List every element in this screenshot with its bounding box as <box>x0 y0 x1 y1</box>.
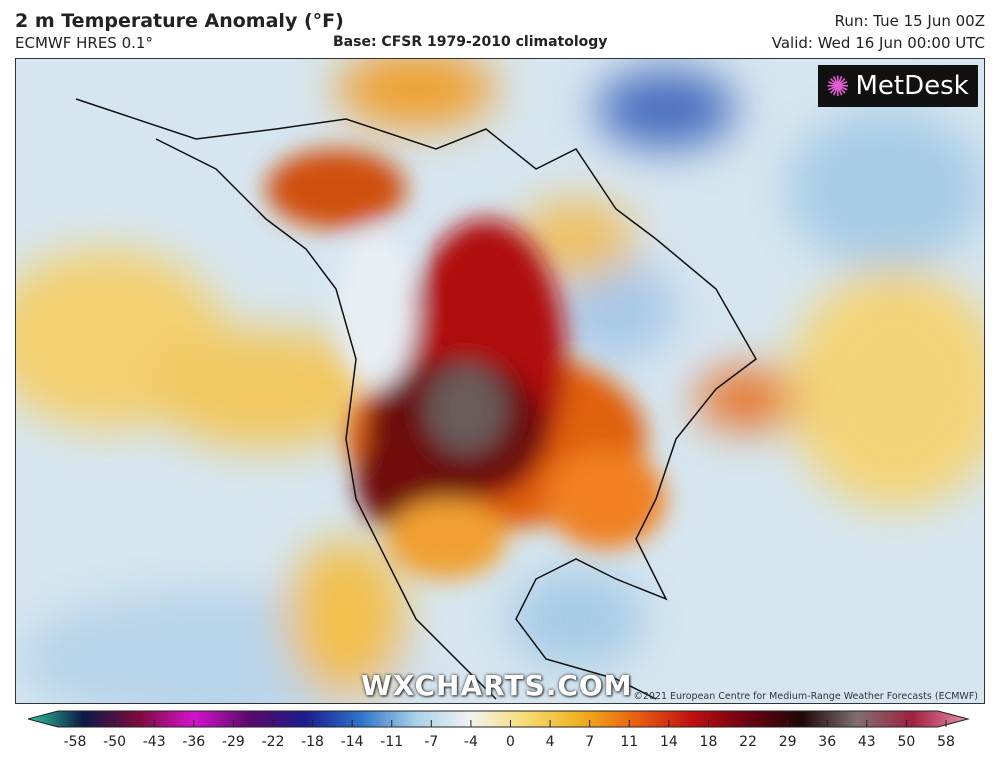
colorbar-tick-label: 22 <box>739 734 757 750</box>
colorbar-tick-label: -7 <box>424 734 439 750</box>
colorbar-tick-label: -36 <box>182 734 206 750</box>
colorbar-tick-label: 14 <box>659 734 678 750</box>
colorbar-tick-label: 0 <box>506 734 515 750</box>
copyright: ©2021 European Centre for Medium-Range W… <box>633 691 978 702</box>
colorbar-tick-label: -43 <box>142 734 166 750</box>
colorbar-tick-label: 11 <box>620 734 639 750</box>
colorbar-tick-label: 43 <box>857 734 876 750</box>
colorbar-tick-label: -50 <box>103 734 127 750</box>
model-label: ECMWF HRES 0.1° <box>15 34 153 52</box>
colorbar-tick-label: 4 <box>545 734 555 750</box>
watermark: WXCHARTS.COM <box>361 669 633 702</box>
base-label: Base: CFSR 1979-2010 climatology <box>333 34 608 50</box>
map-field <box>16 59 984 703</box>
colorbar-tick-label: 50 <box>897 734 916 750</box>
logo-burst-icon: ✺ <box>826 69 850 103</box>
colorbar-tick-label: 58 <box>937 734 955 750</box>
colorbar <box>28 710 970 728</box>
run-label: Run: Tue 15 Jun 00Z <box>834 12 985 30</box>
colorbar-tick-label: -29 <box>221 734 245 750</box>
colorbar-tick-label: 7 <box>585 734 595 750</box>
chart-title: 2 m Temperature Anomaly (°F) <box>15 10 344 32</box>
coastline <box>75 98 757 700</box>
metdesk-logo: ✺ MetDesk <box>818 65 978 107</box>
valid-label: Valid: Wed 16 Jun 00:00 UTC <box>771 34 985 52</box>
colorbar-tick-label: -58 <box>63 734 87 750</box>
anomaly-map: ✺ MetDesk WXCHARTS.COM ©2021 European Ce… <box>15 58 985 704</box>
colorbar-tick-label: -18 <box>301 734 324 750</box>
colorbar-tick-label: 18 <box>699 734 718 750</box>
colorbar-tick-label: 36 <box>818 734 837 750</box>
logo-text: MetDesk <box>855 71 969 101</box>
colorbar-tick-label: -14 <box>340 734 364 750</box>
colorbar-tick-label: -4 <box>463 734 478 750</box>
colorbar-tick-label: -11 <box>380 734 404 750</box>
colorbar-tick-label: -22 <box>261 734 285 750</box>
colorbar-bar <box>28 710 970 728</box>
colorbar-tick-label: 29 <box>778 734 797 750</box>
